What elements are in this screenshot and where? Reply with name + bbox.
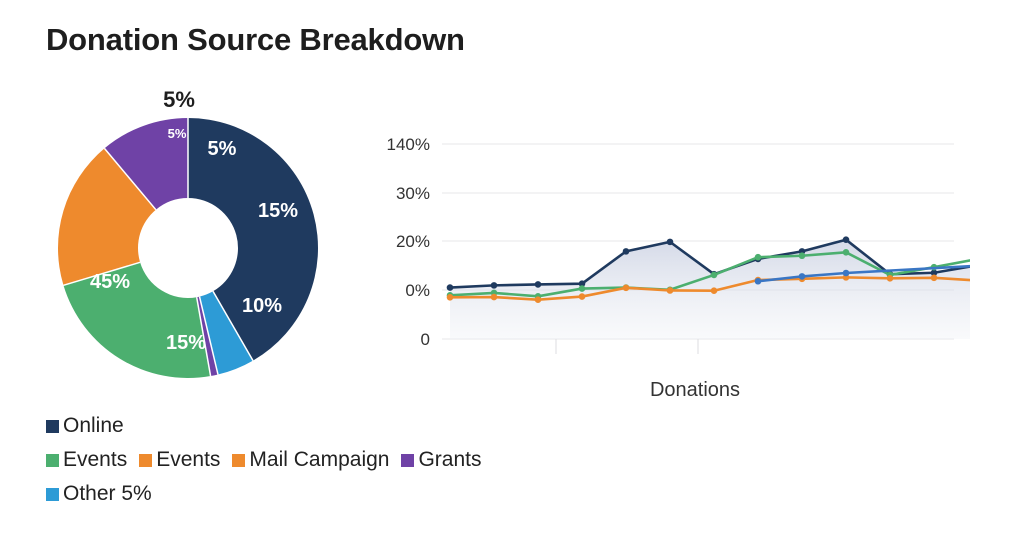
pie-slice-mail-campaign [58,148,156,286]
legend-swatch [139,453,153,467]
legend-swatch [232,453,246,467]
y-tick-label: 0% [405,281,430,300]
point-online [490,282,498,289]
point-events [798,252,806,260]
legend-item: Online [46,414,124,438]
y-tick-label: 0 [421,330,430,349]
legend-label: Online [63,414,124,437]
slice-label: 45% [90,271,130,293]
slice-label: 15% [166,332,206,354]
point-events [754,253,762,261]
y-tick-label: 20% [396,232,430,251]
point-mail-campaign [666,287,674,294]
x-axis-label: Donations [650,379,740,401]
line-other [757,264,970,283]
legend-label: Grants [418,448,482,471]
legend-item: Grants [401,448,482,472]
legend-swatch [401,453,415,467]
legend-label: Mail Campaign [249,448,390,471]
point-other [754,277,762,285]
point-online [534,281,542,288]
point-online [930,269,938,277]
point-mail-campaign [622,284,630,292]
donut-chart: 5% 5% 15% 10% 15% 45% 5% [58,87,318,378]
legend-item: Events [139,448,220,472]
point-mail-campaign [710,287,718,295]
legend-swatch [46,453,59,467]
point-online [666,238,674,246]
pie-slice-other [199,291,253,375]
slice-separator [63,261,141,287]
slice-label: 5% [168,126,187,141]
legend-row: Online [46,414,136,438]
legend-item: Mail Campaign [232,448,389,472]
point-online [842,236,850,243]
pie-slice-grants [196,296,218,377]
legend-swatch [46,487,59,501]
point-online [446,284,454,291]
point-events [710,271,718,279]
point-mail-campaign [446,293,454,301]
chart-title: Donation Source Breakdown [46,22,465,57]
slice-separator [198,296,219,375]
slice-label: 10% [242,295,282,317]
legend-label: Other 5% [63,482,152,505]
slice-label: 5% [208,138,237,160]
legend-row: Other 5% [46,482,164,506]
legend-label: Events [156,448,221,471]
point-mail-campaign [490,293,498,301]
pie-slice-events [63,262,211,378]
legend-item: Events [46,448,127,472]
point-other [798,273,806,280]
legend-row: Events Events Mail Campaign Grants [46,448,494,472]
point-other [842,269,850,277]
area-fill-online [450,239,970,339]
point-mail-campaign [886,275,894,282]
point-mail-campaign [930,274,938,282]
point-mail-campaign [534,296,542,304]
slice-separator [103,147,157,211]
legend-label: Events [63,448,128,471]
point-events [842,249,850,256]
legend-item: Other 5% [46,482,152,506]
pie-slice-online [188,118,318,361]
slice-label: 15% [258,200,298,222]
legend-swatch [46,419,59,433]
pie-slice-grants [104,118,188,210]
y-tick-label: 30% [396,184,430,203]
point-events [578,285,586,292]
line-chart: 140% 30% 20% 0% 0 Donations [387,135,970,401]
y-tick-label: 140% [387,135,430,154]
point-online [578,280,586,287]
point-mail-campaign [578,293,586,300]
slice-separator [195,297,212,377]
point-online [622,248,630,255]
slice-separator [212,290,254,361]
pie-top-label: 5% [163,87,195,112]
